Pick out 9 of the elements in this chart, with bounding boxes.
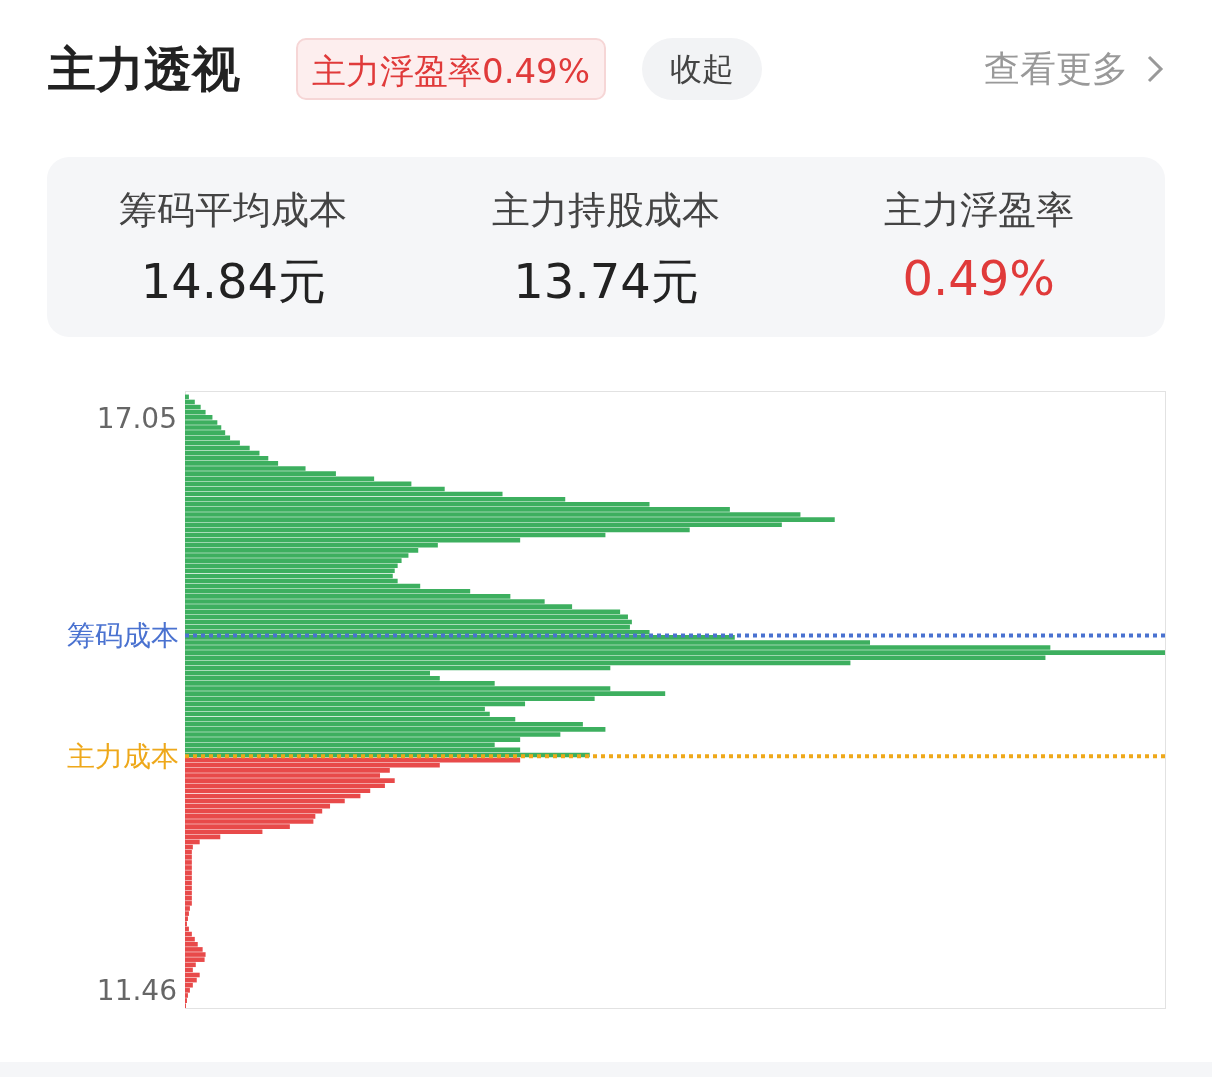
- ref-line-label: 筹码成本: [67, 619, 179, 653]
- y-tick-label: 11.46: [96, 973, 177, 1007]
- ref-line-label: 主力成本: [67, 740, 179, 774]
- text: 主力浮盈率0.49%: [296, 38, 607, 100]
- text: 收起: [642, 38, 762, 100]
- chart-title: 主力透视: [48, 40, 240, 99]
- summary-card: 筹码平均成本 14.84元 主力持股成本 13.74元 主力浮盈率 0.49%: [47, 157, 1165, 337]
- text: 查看更多: [984, 46, 1128, 91]
- y-tick-label: 17.05: [96, 401, 177, 435]
